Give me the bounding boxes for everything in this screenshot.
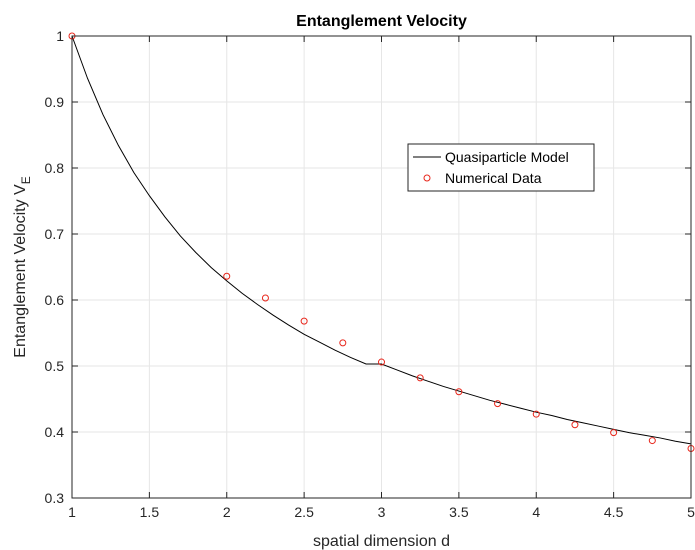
x-axis-label: spatial dimension d (313, 533, 450, 550)
y-tick-label: 0.3 (45, 490, 65, 506)
x-tick-label: 4.5 (604, 504, 624, 520)
data-point-numerical (610, 429, 618, 437)
x-tick-label: 1.5 (140, 504, 160, 520)
legend-label-numerical: Numerical Data (445, 170, 542, 186)
y-axis-label: Entanglement Velocity VE (12, 176, 33, 357)
data-point-numerical (571, 421, 579, 429)
x-tick-label: 3.5 (449, 504, 469, 520)
data-point-numerical (223, 272, 231, 280)
ticks: 1 1.5 2 2.5 3 3.5 4 4.5 5 0.3 0.4 0.5 0.6 0.7 0.8 0.9 1 (45, 28, 695, 520)
y-axis-label-subscript: E (19, 176, 33, 184)
x-tick-label: 2.5 (294, 504, 314, 520)
legend: Quasiparticle Model Numerical Data (407, 143, 595, 192)
y-axis-label-main: Entanglement Velocity V (12, 184, 29, 358)
legend-marker-swatch (423, 174, 431, 182)
y-tick-label: 0.4 (45, 424, 65, 440)
x-tick-label: 4 (532, 504, 540, 520)
data-point-numerical (532, 410, 540, 418)
data-point-numerical (416, 374, 424, 382)
data-point-numerical (494, 400, 502, 408)
series-layer (68, 32, 695, 452)
x-tick-label: 3 (378, 504, 386, 520)
data-point-numerical (261, 294, 269, 302)
data-point-numerical (300, 317, 308, 325)
x-tick-label: 5 (687, 504, 695, 520)
x-tick-label: 2 (223, 504, 231, 520)
series-quasiparticle-line (71, 35, 692, 445)
data-point-numerical (648, 437, 656, 445)
data-point-numerical (455, 388, 463, 396)
legend-label-quasiparticle: Quasiparticle Model (445, 149, 569, 165)
y-tick-label: 0.7 (45, 226, 65, 242)
chart-title: Entanglement Velocity (296, 13, 467, 30)
y-tick-label: 0.6 (45, 292, 65, 308)
legend-box (407, 143, 595, 192)
data-point-numerical (378, 358, 385, 366)
y-tick-label: 0.5 (45, 358, 65, 374)
data-point-numerical (339, 339, 347, 347)
y-tick-label: 0.9 (45, 94, 65, 110)
y-tick-label: 0.8 (45, 160, 65, 176)
y-tick-label: 1 (56, 28, 64, 44)
x-tick-label: 1 (68, 504, 76, 520)
